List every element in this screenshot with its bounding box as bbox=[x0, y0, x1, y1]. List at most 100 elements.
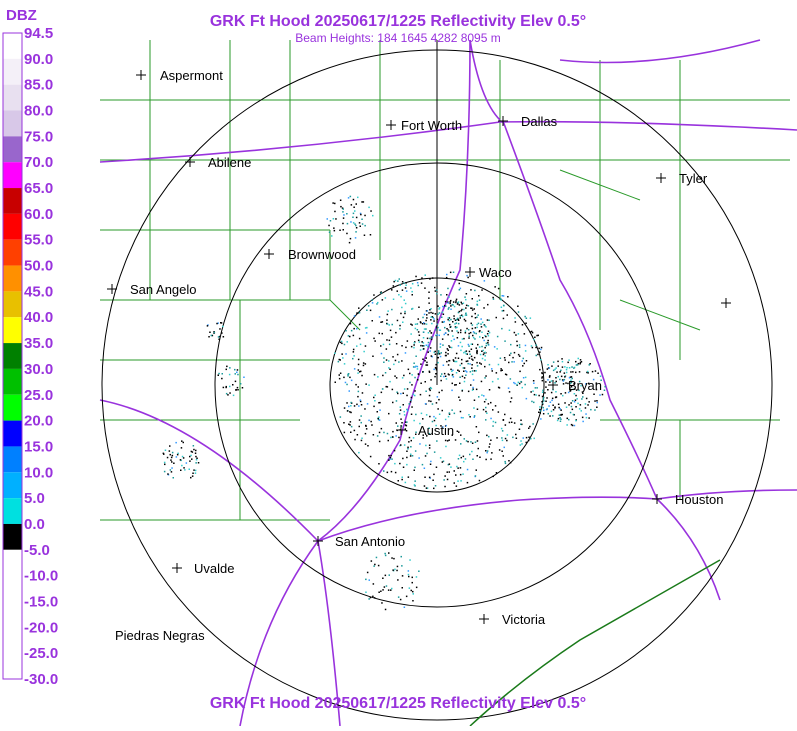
echo bbox=[191, 475, 194, 477]
echo bbox=[460, 434, 462, 436]
legend-swatch bbox=[3, 58, 22, 85]
echo bbox=[444, 439, 447, 442]
echo bbox=[501, 295, 503, 297]
echo bbox=[349, 411, 351, 413]
echo bbox=[503, 304, 505, 307]
legend-unit: DBZ bbox=[6, 7, 37, 24]
echo bbox=[478, 295, 480, 297]
echo bbox=[555, 396, 558, 398]
echo bbox=[477, 343, 479, 346]
echo bbox=[376, 303, 378, 305]
echo bbox=[181, 440, 183, 442]
echo bbox=[496, 437, 498, 439]
echo bbox=[378, 332, 380, 335]
echo bbox=[396, 391, 398, 393]
echo bbox=[519, 444, 522, 446]
echo bbox=[357, 369, 360, 371]
echo bbox=[395, 400, 398, 402]
echo bbox=[462, 417, 464, 419]
echo bbox=[485, 410, 487, 413]
echo bbox=[459, 331, 462, 334]
echo bbox=[401, 476, 403, 478]
echo bbox=[482, 337, 484, 339]
echo bbox=[529, 317, 532, 319]
echo bbox=[168, 450, 171, 452]
echo bbox=[581, 398, 583, 400]
echo bbox=[232, 394, 235, 397]
echo bbox=[465, 312, 467, 314]
echo bbox=[599, 375, 602, 377]
echo bbox=[225, 368, 227, 371]
echo bbox=[421, 323, 424, 325]
echo bbox=[505, 374, 508, 376]
echo bbox=[508, 421, 511, 424]
echo bbox=[372, 355, 374, 357]
echo bbox=[496, 348, 498, 350]
echo bbox=[427, 332, 430, 334]
echo bbox=[469, 453, 471, 456]
echo bbox=[374, 400, 376, 402]
echo bbox=[464, 320, 467, 322]
echo bbox=[486, 333, 489, 335]
echo bbox=[539, 408, 541, 411]
echo bbox=[476, 300, 479, 303]
echo bbox=[374, 563, 376, 566]
echo bbox=[446, 273, 448, 276]
echo bbox=[449, 271, 452, 274]
echo bbox=[448, 439, 450, 441]
echo bbox=[500, 369, 502, 372]
echo bbox=[424, 274, 426, 276]
echo bbox=[420, 382, 422, 384]
echo bbox=[562, 394, 564, 397]
echo bbox=[431, 316, 433, 318]
echo bbox=[420, 344, 422, 347]
echo bbox=[435, 466, 438, 468]
echo bbox=[524, 383, 526, 386]
echo bbox=[430, 316, 432, 318]
echo bbox=[500, 299, 502, 301]
echo bbox=[421, 463, 424, 466]
echo bbox=[569, 376, 572, 378]
county-lines bbox=[100, 40, 790, 521]
echo bbox=[166, 456, 169, 459]
echo bbox=[485, 419, 487, 421]
echo bbox=[380, 427, 383, 430]
echo bbox=[577, 362, 580, 365]
echo bbox=[446, 471, 448, 473]
echo bbox=[429, 337, 431, 340]
echo bbox=[365, 425, 367, 427]
echo bbox=[446, 328, 448, 330]
echo bbox=[416, 329, 419, 331]
echo bbox=[352, 216, 354, 218]
echo bbox=[486, 450, 489, 452]
echo bbox=[442, 460, 445, 462]
echo bbox=[525, 360, 528, 362]
echo bbox=[594, 409, 596, 411]
legend-label: 60.0 bbox=[24, 206, 53, 223]
echo bbox=[591, 370, 594, 373]
echo bbox=[217, 374, 219, 376]
echo bbox=[557, 365, 559, 367]
echo bbox=[530, 391, 532, 393]
echo bbox=[429, 463, 432, 465]
echo bbox=[537, 334, 539, 337]
echo bbox=[366, 571, 369, 574]
echo bbox=[433, 368, 435, 371]
city-label: Piedras Negras bbox=[115, 628, 205, 643]
echo bbox=[599, 394, 601, 396]
echo bbox=[414, 327, 417, 330]
echo bbox=[561, 358, 563, 360]
echo bbox=[396, 353, 399, 356]
echo bbox=[334, 352, 336, 354]
echo bbox=[465, 350, 468, 352]
echo bbox=[487, 339, 489, 342]
echo bbox=[391, 436, 394, 438]
echo bbox=[467, 343, 470, 346]
echo bbox=[455, 485, 458, 487]
echo bbox=[399, 409, 402, 411]
echo bbox=[476, 408, 479, 410]
echo bbox=[384, 372, 387, 374]
echo bbox=[401, 289, 404, 291]
echo bbox=[488, 319, 490, 321]
echo bbox=[485, 406, 487, 409]
